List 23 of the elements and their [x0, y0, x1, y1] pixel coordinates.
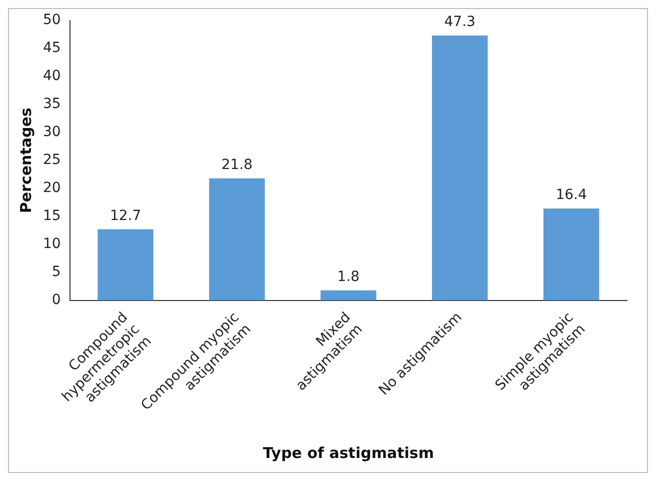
- bar: [432, 36, 488, 300]
- data-label: 12.7: [110, 208, 142, 224]
- y-tick-label: 50: [42, 12, 61, 28]
- y-tick-label: 0: [52, 292, 61, 308]
- y-tick-label: 10: [42, 236, 61, 252]
- data-label: 1.8: [337, 268, 360, 285]
- y-tick-label: 30: [42, 124, 61, 140]
- x-axis-title: Type of astigmatism: [262, 444, 434, 462]
- data-label: 47.3: [444, 14, 476, 30]
- y-tick-label: 15: [42, 208, 61, 224]
- y-tick-label: 25: [42, 152, 61, 168]
- y-tick-label: 5: [52, 264, 61, 280]
- bar: [209, 178, 265, 300]
- bar: [543, 208, 600, 300]
- y-tick-label: 45: [42, 40, 61, 56]
- data-label: 21.8: [221, 156, 253, 173]
- bar: [98, 229, 154, 300]
- data-label: 16.4: [556, 187, 587, 204]
- y-tick-label: 40: [42, 68, 61, 84]
- y-axis-title: Percentages: [16, 108, 35, 214]
- y-tick-label: 20: [42, 180, 61, 196]
- bar: [320, 290, 376, 300]
- y-tick-label: 35: [42, 96, 61, 112]
